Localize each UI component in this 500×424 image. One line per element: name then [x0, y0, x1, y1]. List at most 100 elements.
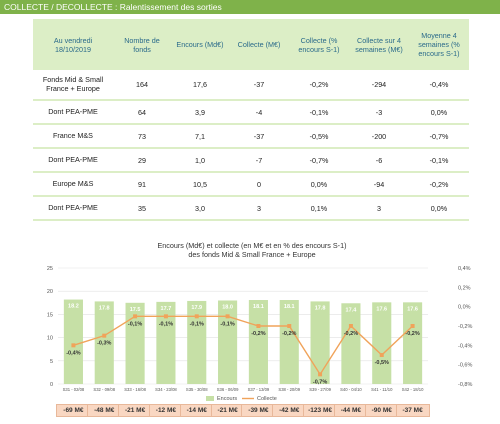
line-point	[348, 324, 353, 328]
y-left-tick-label: 5	[50, 359, 53, 365]
table-cell: 164	[113, 70, 171, 101]
y-right-tick-label: 0,4%	[458, 266, 471, 272]
table-cell: -7	[229, 148, 289, 173]
flow-label: -14 M€	[179, 404, 214, 417]
chart-title-block: Encours (Md€) et collecte (en M€ et en %…	[28, 241, 476, 260]
flow-label: -37 M€	[395, 404, 430, 417]
table-cell: 0	[229, 172, 289, 197]
summary-table-container: Au vendredi 18/10/2019 Nombre de fonds E…	[33, 19, 469, 221]
table-cell: 64	[113, 100, 171, 125]
y-left-tick-label: 20	[47, 289, 53, 295]
table-cell: -0,4%	[409, 70, 469, 101]
bar-value-label: 17.8	[315, 305, 326, 311]
line-value-label: -0,1%	[159, 321, 173, 327]
flow-label: -21 M€	[118, 404, 153, 417]
x-tick-label: S38 - 20/09	[278, 387, 300, 392]
bar-value-label: 18.1	[284, 304, 295, 310]
table-cell: 0,0%	[409, 100, 469, 125]
bar-value-label: 17.6	[376, 306, 387, 312]
table-row: Fonds Mid & Small France + Europe 164 17…	[33, 70, 469, 101]
table-cell: 73	[113, 124, 171, 149]
table-cell: 3,0	[171, 196, 229, 221]
col-header: Collecte sur 4 semaines (M€)	[349, 19, 409, 70]
flow-label: -12 M€	[148, 404, 183, 417]
bar	[125, 302, 145, 384]
flow-label: -69 M€	[56, 404, 91, 417]
table-cell: Dont PEA-PME	[33, 148, 113, 173]
line-value-label: -0,2%	[344, 331, 358, 337]
y-left-tick-label: 25	[47, 266, 53, 272]
line-value-label: -0,7%	[313, 379, 327, 385]
flow-label: -48 M€	[87, 404, 122, 417]
table-cell: Dont PEA-PME	[33, 196, 113, 221]
bar	[403, 302, 423, 384]
table-cell: 0,0%	[409, 196, 469, 221]
line-value-label: -0,2%	[282, 331, 296, 337]
x-tick-label: S39 - 27/09	[309, 387, 331, 392]
bar	[94, 301, 114, 384]
line-point	[102, 333, 107, 338]
line-point	[71, 343, 76, 348]
bar	[218, 300, 238, 384]
table-cell: -37	[229, 70, 289, 101]
flow-label: -44 M€	[333, 404, 368, 417]
bar	[279, 300, 299, 384]
legend-label-encours: Encours	[217, 396, 237, 402]
table-cell: -94	[349, 172, 409, 197]
table-cell: -6	[349, 148, 409, 173]
x-tick-label: S40 - 04/10	[340, 387, 362, 392]
x-tick-label: S33 - 16/08	[124, 387, 146, 392]
table-cell: -0,7%	[409, 124, 469, 149]
table-cell: -37	[229, 124, 289, 149]
bar	[187, 300, 207, 384]
bar	[156, 301, 176, 384]
bar	[341, 303, 361, 384]
y-left-tick-label: 10	[47, 336, 53, 342]
x-tick-label: S31 - 02/08	[63, 387, 85, 392]
x-tick-label: S35 - 30/08	[186, 387, 208, 392]
table-row: France M&S 73 7,1 -37 -0,5% -200 -0,7%	[33, 124, 469, 149]
table-cell: 0,0%	[289, 172, 349, 197]
bar	[63, 299, 83, 384]
col-header: Encours (Md€)	[171, 19, 229, 70]
line-value-label: -0,1%	[190, 321, 204, 327]
legend-label-collecte: Collecte	[257, 396, 277, 402]
y-right-tick-label: -0,4%	[458, 343, 472, 349]
line-point	[410, 324, 415, 328]
bar-value-label: 17.8	[99, 305, 110, 311]
table-cell: 7,1	[171, 124, 229, 149]
line-value-label: -0,3%	[97, 341, 111, 347]
bar-value-label: 18.2	[68, 304, 79, 310]
bar	[372, 302, 392, 384]
table-cell: 10,5	[171, 172, 229, 197]
chart-svg: 0 5 10 15 20 25 -0,8% -0,6% -0,4% -0,2% 0,0% 0,2% 0,…	[47, 266, 473, 402]
table-cell: -0,1%	[409, 148, 469, 173]
line-value-label: -0,2%	[251, 331, 265, 337]
table-row: Europe M&S 91 10,5 0 0,0% -94 -0,2%	[33, 172, 469, 197]
bar-value-label: 17.7	[161, 306, 172, 312]
bar	[310, 301, 330, 384]
bar-value-label: 17.6	[407, 306, 418, 312]
col-header: Nombre de fonds	[113, 19, 171, 70]
table-cell: 3	[229, 196, 289, 221]
collecte-line	[73, 315, 414, 376]
line-point	[225, 314, 230, 319]
y-left-tick-label: 0	[50, 382, 53, 388]
table-cell: 35	[113, 196, 171, 221]
col-header: Collecte (M€)	[229, 19, 289, 70]
table-cell: 29	[113, 148, 171, 173]
summary-table: Au vendredi 18/10/2019 Nombre de fonds E…	[33, 19, 469, 221]
y-right-tick-label: -0,6%	[458, 363, 472, 369]
line-value-label: -0,1%	[220, 321, 234, 327]
bar	[248, 300, 268, 384]
table-cell: -0,2%	[409, 172, 469, 197]
line-point	[194, 314, 199, 319]
col-header: Au vendredi 18/10/2019	[33, 19, 113, 70]
flow-label: -39 M€	[241, 404, 276, 417]
flow-label: -21 M€	[210, 404, 245, 417]
legend-swatch-encours	[206, 396, 214, 401]
bar-value-label: 17.9	[191, 305, 202, 311]
table-cell: France M&S	[33, 124, 113, 149]
flow-label: -123 M€	[303, 404, 338, 417]
table-cell: -0,5%	[289, 124, 349, 149]
